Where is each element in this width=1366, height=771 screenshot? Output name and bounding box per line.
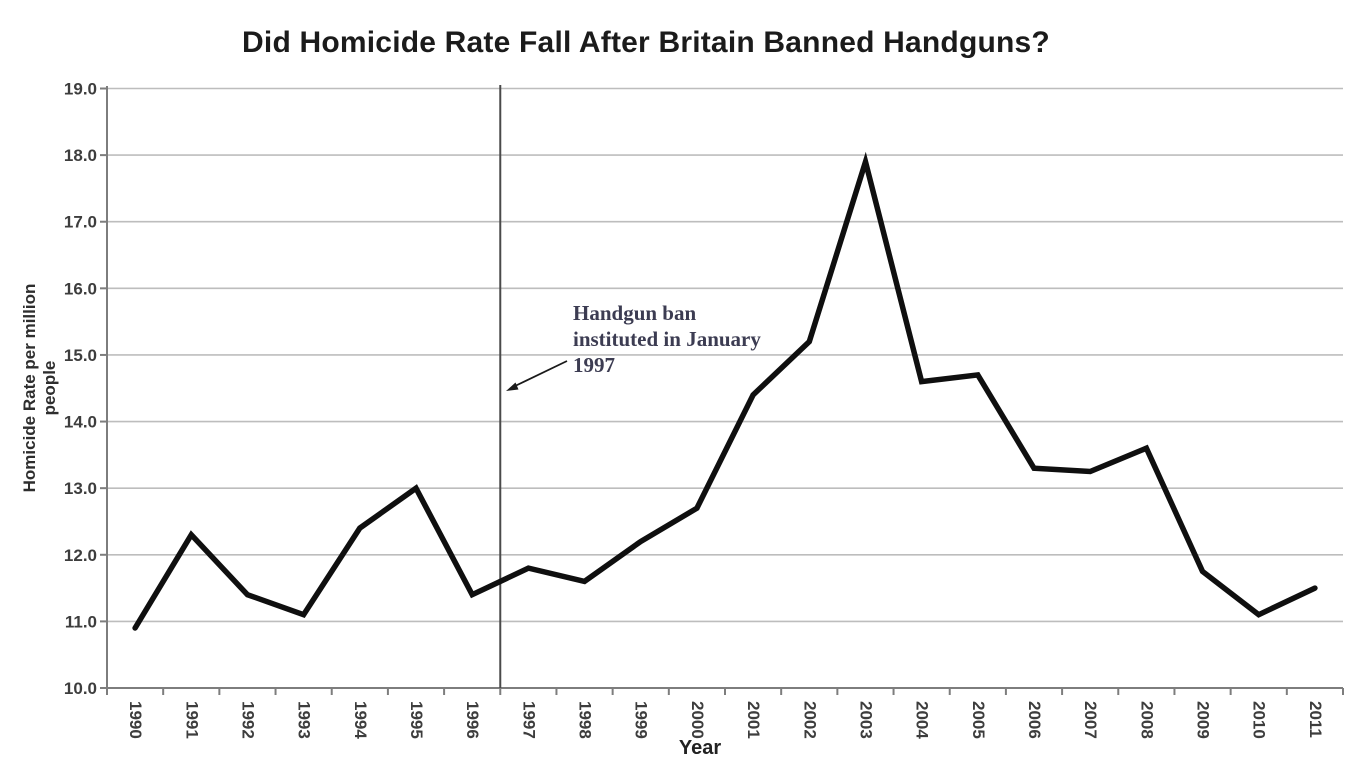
x-tick-label: 2000 xyxy=(688,701,707,739)
y-tick-label: 11.0 xyxy=(65,612,97,631)
x-tick-label: 1993 xyxy=(295,701,314,739)
x-tick-label: 1991 xyxy=(182,701,201,739)
y-tick-label: 12.0 xyxy=(64,546,97,565)
y-tick-label: 16.0 xyxy=(64,279,97,298)
x-tick-label: 1999 xyxy=(632,701,651,739)
x-tick-label: 2003 xyxy=(856,701,875,739)
x-tick-label: 2006 xyxy=(1025,701,1044,739)
x-tick-label: 1992 xyxy=(238,701,257,739)
x-tick-label: 1998 xyxy=(576,701,595,739)
x-tick-label: 2009 xyxy=(1194,701,1213,739)
x-tick-label: 2008 xyxy=(1137,701,1156,739)
x-tick-label: 2005 xyxy=(969,701,988,739)
chart-title: Did Homicide Rate Fall After Britain Ban… xyxy=(242,26,1050,59)
x-tick-label: 2004 xyxy=(913,701,932,739)
x-tick-label: 1994 xyxy=(351,701,370,739)
x-tick-label: 1996 xyxy=(463,701,482,739)
annotation-line-3: 1997 xyxy=(573,353,615,377)
y-tick-label: 14.0 xyxy=(64,413,97,432)
x-tick-label: 1997 xyxy=(519,701,538,739)
x-tick-label: 2002 xyxy=(800,701,819,739)
x-tick-label: 2007 xyxy=(1081,701,1100,739)
y-tick-label: 18.0 xyxy=(64,146,97,165)
x-tick-label: 2011 xyxy=(1306,701,1325,738)
y-axis-title: Homicide Rate per million people xyxy=(20,283,59,493)
y-tick-label: 13.0 xyxy=(64,479,97,498)
data-line xyxy=(132,151,1318,631)
x-tick-label: 2001 xyxy=(744,701,763,739)
annotation-line-1: Handgun ban xyxy=(573,301,697,325)
x-tick-label: 1990 xyxy=(126,701,145,739)
x-axis-title: Year xyxy=(678,737,722,759)
x-tick-label: 1995 xyxy=(407,701,426,739)
x-tick-label: 2010 xyxy=(1250,701,1269,739)
y-tick-label: 19.0 xyxy=(64,80,97,99)
y-tick-label: 17.0 xyxy=(64,213,97,232)
annotation-arrowhead xyxy=(506,382,519,391)
annotation-arrow xyxy=(512,360,568,388)
y-tick-label: 15.0 xyxy=(64,346,97,365)
y-tick-label: 10.0 xyxy=(64,679,97,698)
handgun-ban-annotation: Handgun ban instituted in January 1997 xyxy=(573,300,761,378)
annotation-line-2: instituted in January xyxy=(573,327,761,351)
